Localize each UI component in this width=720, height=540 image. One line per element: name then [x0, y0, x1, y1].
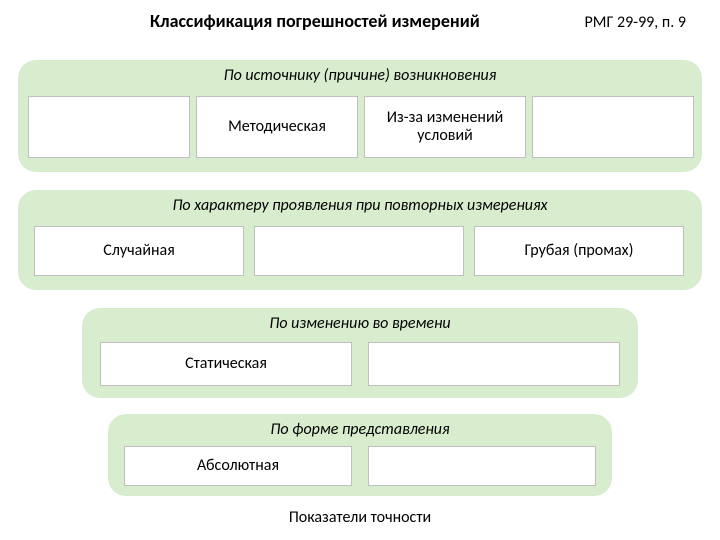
box-g3b2 [368, 342, 620, 386]
box-g2b3: Грубая (промах) [474, 226, 684, 276]
box-g2b2 [254, 226, 464, 276]
footer-label: Показатели точности [250, 508, 470, 527]
box-g1b2: Методическая [196, 96, 358, 158]
box-g2b1: Случайная [34, 226, 244, 276]
box-g1b3: Из-за изменений условий [364, 96, 526, 158]
box-g1b4 [532, 96, 694, 158]
title-row: Классификация погрешностей измерений РМГ… [0, 0, 720, 38]
group-header: По характеру проявления при повторных из… [18, 190, 702, 215]
box-g4b1: Абсолютная [124, 446, 352, 486]
box-g3b1: Статическая [100, 342, 352, 386]
diagram-canvas: Классификация погрешностей измерений РМГ… [0, 0, 720, 540]
main-title: Классификация погрешностей измерений [150, 10, 480, 32]
group-header: По форме представления [108, 414, 612, 439]
group-header: По источнику (причине) возникновения [18, 60, 702, 85]
box-g4b2 [368, 446, 596, 486]
group-header: По изменению во времени [82, 308, 638, 333]
box-g1b1 [28, 96, 190, 158]
reference-label: РМГ 29-99, п. 9 [585, 13, 686, 32]
